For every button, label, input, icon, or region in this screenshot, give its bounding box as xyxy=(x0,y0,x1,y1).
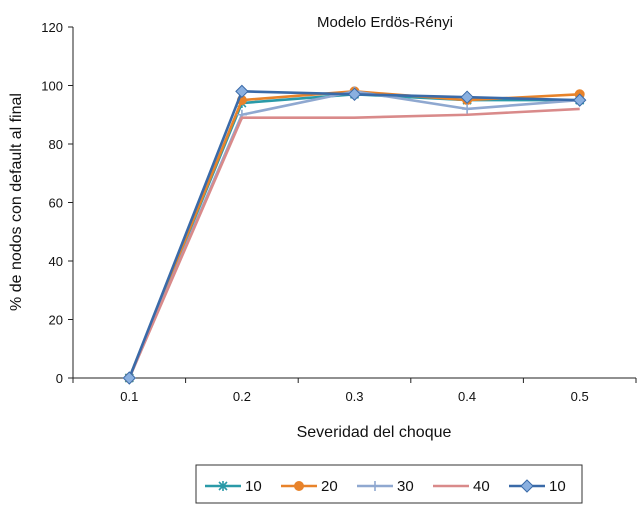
series-3 xyxy=(124,86,585,383)
legend-label: 30 xyxy=(397,478,414,495)
x-tick-label: 0.3 xyxy=(345,389,363,404)
legend-item-5: 10 xyxy=(509,478,566,495)
data-point xyxy=(122,371,137,385)
y-axis-label: % de nodos con default al final xyxy=(8,93,25,311)
legend-marker xyxy=(218,481,228,491)
y-tick-label: 60 xyxy=(49,196,63,211)
series-line xyxy=(128,107,580,379)
x-axis-label: Severidad del choque xyxy=(297,424,452,441)
legend-label: 10 xyxy=(549,478,566,495)
legend-label: 20 xyxy=(321,478,338,495)
series-1 xyxy=(124,89,585,383)
x-tick-label: 0.1 xyxy=(120,389,138,404)
data-point xyxy=(462,103,473,114)
data-point xyxy=(460,90,474,104)
series-2 xyxy=(124,86,585,383)
x-tick-label: 0.2 xyxy=(233,389,251,404)
y-tick-label: 100 xyxy=(41,79,63,94)
series-5 xyxy=(122,84,587,385)
legend-label: 40 xyxy=(473,478,490,495)
y-tick-label: 80 xyxy=(49,137,63,152)
legend-marker xyxy=(294,481,304,491)
legend-label: 10 xyxy=(245,478,262,495)
data-point xyxy=(235,84,249,99)
legend-item-2: 20 xyxy=(281,478,338,495)
legend-item-1: 10 xyxy=(205,478,262,495)
x-tick-label: 0.5 xyxy=(571,389,589,404)
series-line xyxy=(128,90,580,379)
series-line xyxy=(128,90,580,379)
series-4 xyxy=(128,107,580,379)
legend-item-4: 40 xyxy=(433,478,490,495)
y-tick-label: 40 xyxy=(49,254,63,269)
legend: 10 20 30 40 10 xyxy=(205,478,566,495)
y-tick-label: 120 xyxy=(41,20,63,35)
plot-area: 0 20 40 60 80 100 120 0.1 0.2 0.3 0.4 0.5 xyxy=(41,20,637,404)
data-point xyxy=(572,93,587,107)
x-tick-label: 0.4 xyxy=(458,389,476,404)
legend-item-3: 30 xyxy=(357,478,414,495)
legend-box xyxy=(195,464,583,504)
series-line xyxy=(128,92,580,379)
series-line xyxy=(128,90,580,379)
chart-title: Modelo Erdös-Rényi xyxy=(317,14,453,31)
legend-marker xyxy=(520,479,534,493)
legend-marker xyxy=(370,481,380,491)
y-tick-label: 0 xyxy=(56,371,63,386)
data-point xyxy=(347,87,362,101)
y-tick-label: 20 xyxy=(49,313,63,328)
